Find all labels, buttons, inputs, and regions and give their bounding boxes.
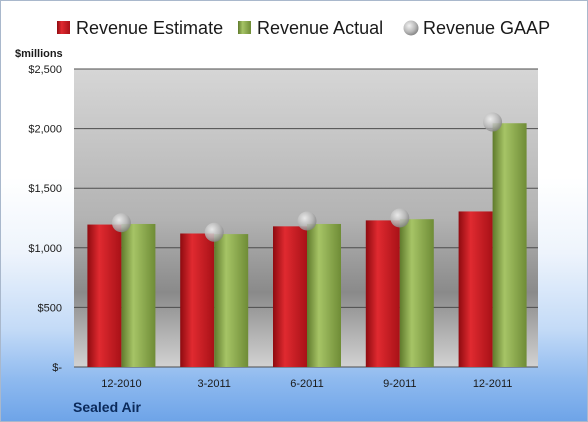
gaap-markers [111, 112, 503, 242]
x-tick-label: 3-2011 [197, 378, 230, 390]
y-tick-label: $2,000 [28, 124, 62, 136]
marker-revenue-gaap [111, 213, 131, 233]
legend-swatch-estimate [57, 21, 70, 34]
y-tick-label: $2,500 [28, 64, 62, 76]
y-tick-label: $1,500 [28, 183, 62, 195]
bars [87, 123, 527, 368]
bar-revenue-actual [399, 219, 434, 367]
y-tick-label: $- [52, 362, 62, 374]
legend-label-estimate: Revenue Estimate [76, 18, 223, 38]
company-name: Sealed Air [73, 399, 142, 415]
marker-revenue-gaap [297, 211, 317, 231]
bar-revenue-actual [214, 234, 249, 367]
legend-label-actual: Revenue Actual [257, 18, 383, 38]
x-tick-label: 12-2011 [473, 378, 513, 390]
marker-revenue-gaap [390, 208, 410, 228]
marker-revenue-gaap [204, 222, 224, 242]
y-tick-label: $1,000 [28, 243, 62, 255]
marker-revenue-gaap [483, 112, 503, 132]
bar-revenue-estimate [273, 226, 307, 367]
legend-label-gaap: Revenue GAAP [423, 18, 550, 38]
legend-swatch-gaap [403, 20, 419, 36]
y-axis-unit-label: $millions [15, 48, 63, 60]
x-tick-label: 6-2011 [290, 378, 323, 390]
x-tick-label: 12-2010 [101, 378, 141, 390]
bar-revenue-actual [121, 223, 156, 367]
bar-revenue-estimate [180, 233, 215, 367]
legend: Revenue Estimate Revenue Actual Revenue … [57, 18, 550, 38]
bar-revenue-estimate [365, 220, 400, 367]
x-tick-label: 9-2011 [383, 378, 416, 390]
bar-revenue-estimate [87, 224, 122, 367]
legend-swatch-actual [238, 21, 251, 34]
bar-revenue-actual [307, 223, 341, 367]
y-axis-ticks: $- $500 $1,000 $1,500 $2,000 $2,500 [28, 64, 62, 374]
y-tick-label: $500 [38, 302, 62, 314]
bar-revenue-actual [492, 123, 527, 368]
bar-revenue-estimate [458, 211, 493, 367]
x-axis-ticks: 12-2010 3-2011 6-2011 9-2011 12-2011 [101, 378, 512, 390]
